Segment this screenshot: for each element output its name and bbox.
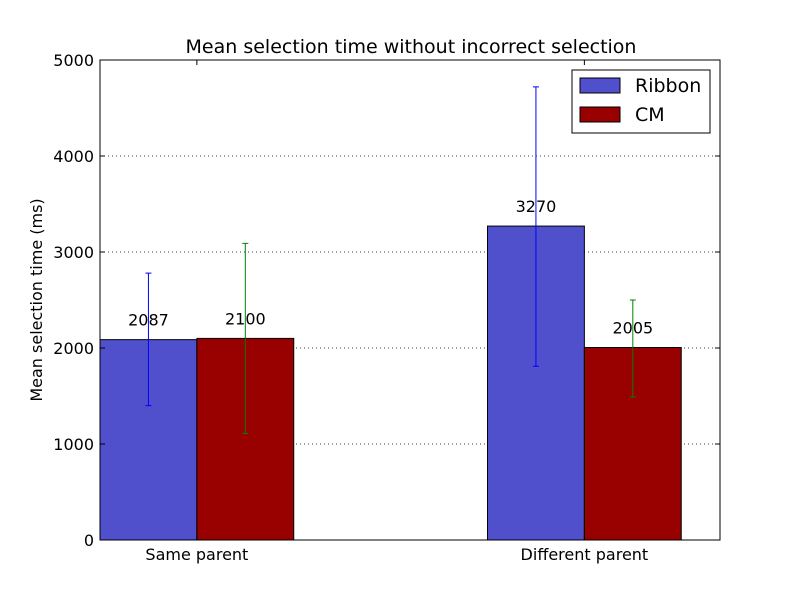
data-label: 3270 xyxy=(516,197,557,216)
x-tick-label: Same parent xyxy=(145,545,248,564)
axis-ticks: 0 1000 2000 3000 4000 5000 Same parent Differen… xyxy=(53,51,720,564)
bars xyxy=(99,225,682,541)
legend: Ribbon CM xyxy=(571,69,711,134)
data-label: 2087 xyxy=(128,311,169,330)
legend-label: CM xyxy=(635,104,665,126)
legend-swatch xyxy=(579,77,621,94)
y-tick-label: 5000 xyxy=(53,51,94,70)
y-tick-label: 0 xyxy=(84,531,94,550)
error-bars xyxy=(145,86,636,434)
x-tick-label: Different parent xyxy=(521,545,649,564)
chart-title: Mean selection time without incorrect se… xyxy=(186,36,637,58)
y-tick-label: 2000 xyxy=(53,339,94,358)
legend-swatch xyxy=(579,106,621,123)
legend-label: Ribbon xyxy=(635,75,701,97)
y-axis-label: Mean selection time (ms) xyxy=(27,198,46,401)
y-tick-label: 4000 xyxy=(53,147,94,166)
y-tick-label: 1000 xyxy=(53,435,94,454)
y-tick-label: 3000 xyxy=(53,243,94,262)
plot-frame xyxy=(99,59,721,541)
data-label: 2100 xyxy=(225,309,266,328)
data-labels: 2087 2100 3270 2005 xyxy=(128,197,653,337)
data-label: 2005 xyxy=(612,319,653,338)
